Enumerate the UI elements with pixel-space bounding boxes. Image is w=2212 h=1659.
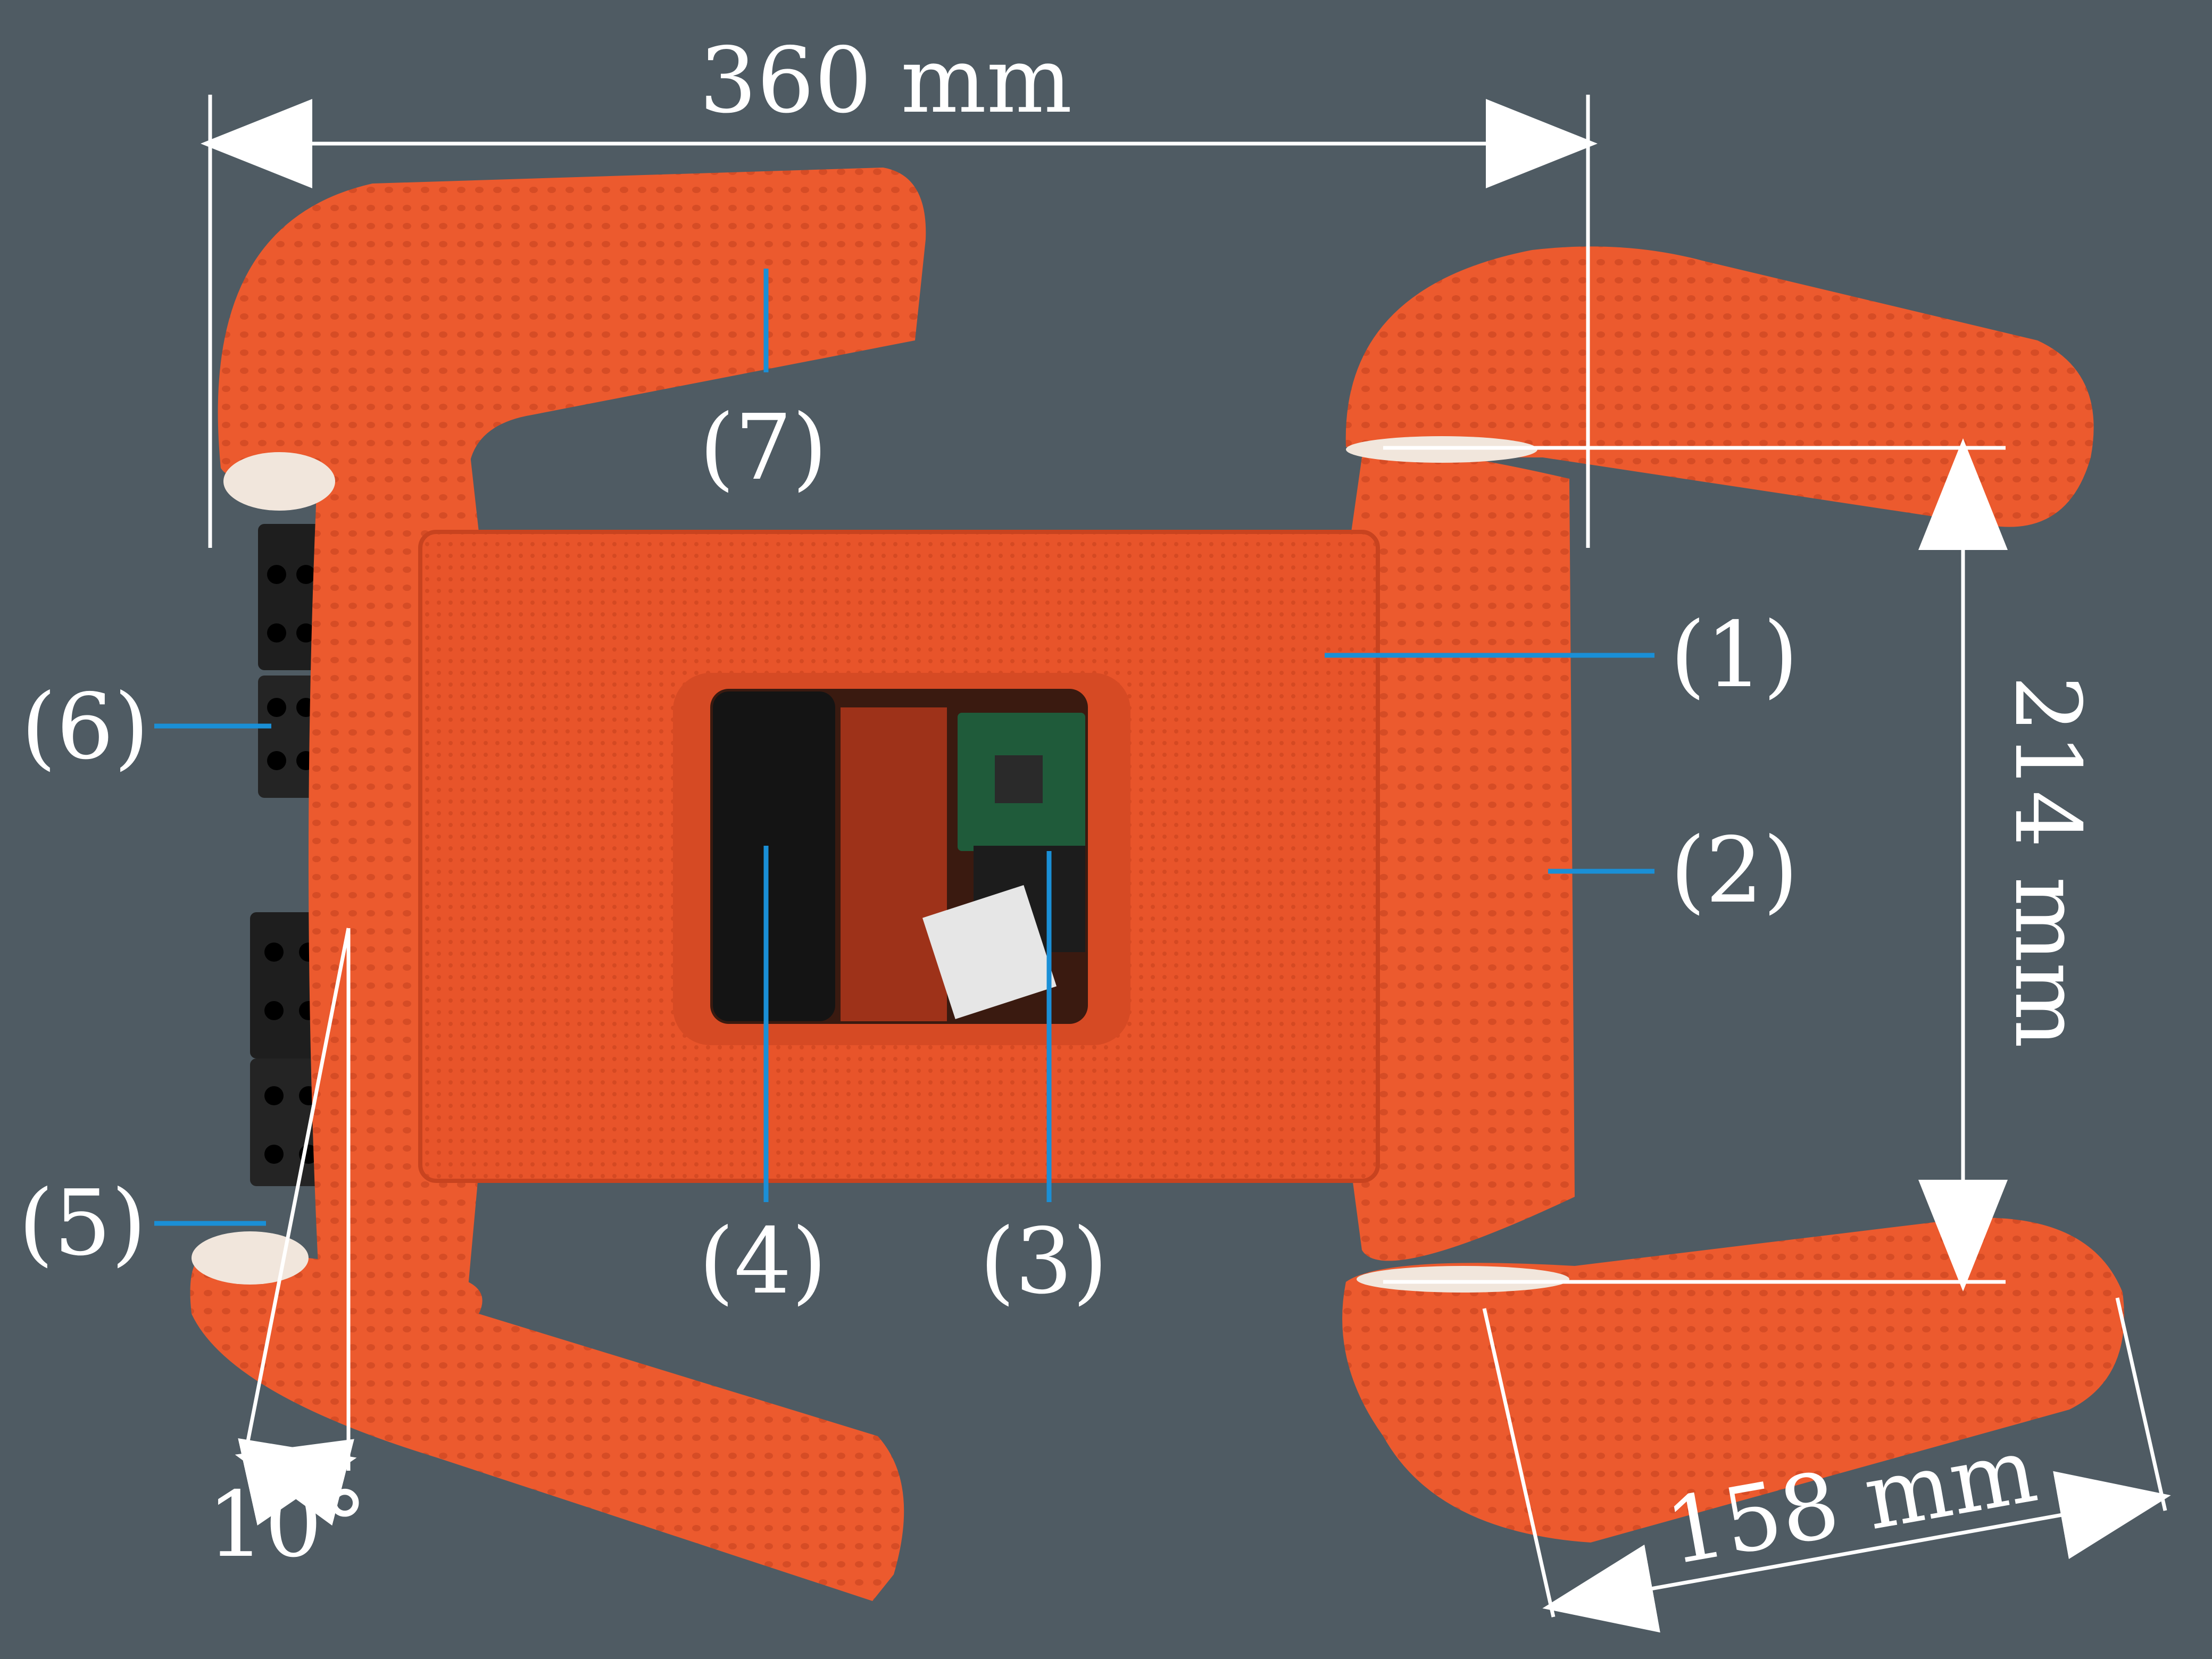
callout-1: (1) [1670,603,1799,708]
callout-2: (2) [1670,818,1799,923]
callout-4: (4) [699,1209,827,1314]
battery [713,691,835,1021]
callout-6: (6) [21,674,149,780]
dimension-width: 214 mm [1383,438,2100,1291]
right-hip-block [1351,450,1575,1261]
electronics-window [673,673,1130,1045]
callout-lines [154,269,1654,1226]
leg-lower-right [1342,1218,2124,1543]
angle-annotation: 10° [207,928,368,1578]
ribbon-cable [922,885,1057,1020]
width-label: 214 mm [1994,676,2100,1048]
callout-5: (5) [19,1171,147,1276]
callout-7: (7) [700,395,828,501]
callout-3: (3) [980,1209,1108,1314]
leg-upper-left [218,168,926,511]
leg-lower-left [190,1231,904,1601]
angle-label: 10° [207,1472,367,1578]
length-label: 360 mm [700,28,1072,134]
dimension-length: 360 mm [201,28,1598,548]
